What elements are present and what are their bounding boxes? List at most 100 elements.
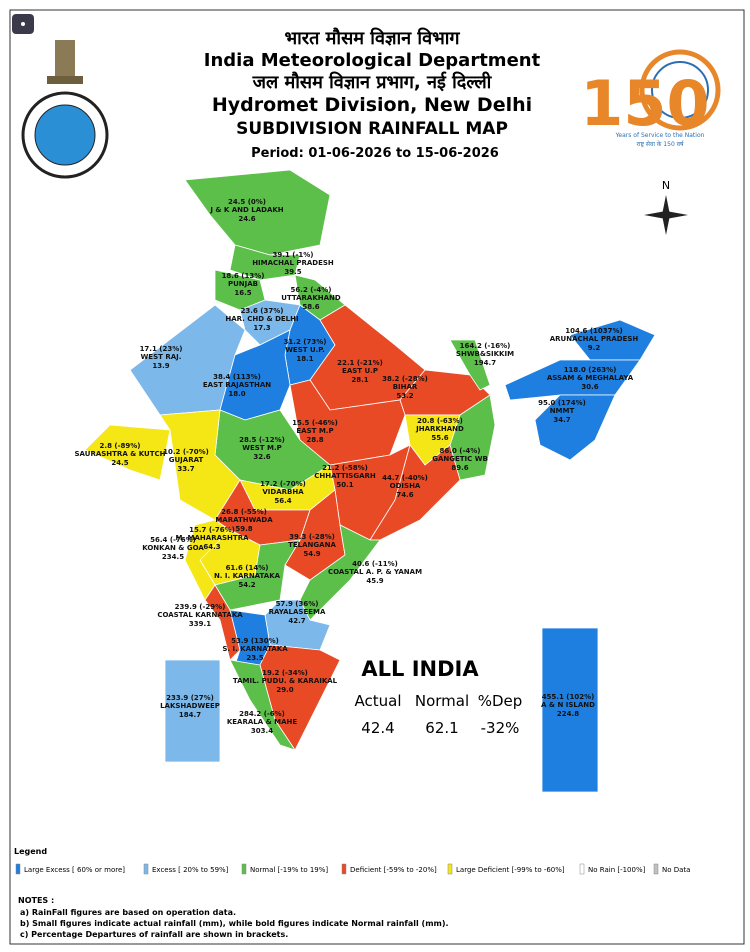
all-india-title: ALL INDIA bbox=[361, 657, 479, 681]
subdivision-normal: 39.5 bbox=[284, 268, 301, 276]
subdivision-normal: 29.0 bbox=[276, 686, 293, 694]
subdivision-area bbox=[164, 659, 221, 763]
subdivision-normal: 32.6 bbox=[253, 453, 270, 461]
subdivision-name: BIHAR bbox=[393, 383, 418, 391]
subdivision-actual: 61.6 (14%) bbox=[226, 564, 269, 572]
legend-swatch bbox=[653, 863, 659, 875]
subdivision-normal: 64.3 bbox=[203, 543, 220, 551]
subdivision-name: VIDARBHA bbox=[262, 488, 304, 496]
subdivision-actual: 86.0 (-4%) bbox=[440, 447, 481, 455]
notes: NOTES : a) RainFall figures are based on… bbox=[18, 896, 449, 939]
subdivision-normal: 28.8 bbox=[306, 436, 323, 444]
subdivision-name: EAST U.P bbox=[342, 367, 378, 375]
subdivision-normal: 89.6 bbox=[451, 464, 468, 472]
subdivision-normal: 24.5 bbox=[111, 459, 128, 467]
subdivision-normal: 339.1 bbox=[189, 620, 211, 628]
legend-swatch bbox=[241, 863, 247, 875]
subdivision-normal: 13.9 bbox=[152, 362, 169, 370]
subdivision-normal: 18.1 bbox=[296, 355, 313, 363]
all-india-header: Actual bbox=[355, 692, 402, 710]
all-india-box: ALL INDIA Actual 42.4 Normal 62.1 %Dep -32% bbox=[355, 657, 523, 737]
subdivision-name: TELANGANA bbox=[288, 541, 336, 549]
subdivision-actual: 44.7 (-40%) bbox=[382, 474, 428, 482]
legend-label: No Rain [-100%] bbox=[588, 866, 646, 874]
note: c) Percentage Departures of rainfall are… bbox=[20, 930, 288, 939]
legend-swatch bbox=[341, 863, 347, 875]
title: India Meteorological Department bbox=[204, 50, 541, 71]
subdivision-actual: 26.8 (-55%) bbox=[221, 508, 267, 516]
subdivision-normal: 54.2 bbox=[238, 581, 255, 589]
all-india-value: 42.4 bbox=[361, 719, 394, 737]
subdivision-normal: 58.6 bbox=[302, 303, 319, 311]
subdivision-normal: 59.8 bbox=[235, 525, 252, 533]
legend-label: Large Deficient [-99% to -60%] bbox=[456, 866, 565, 874]
subdivision-actual: 15.5 (-46%) bbox=[292, 419, 338, 427]
subdivision-actual: 10.2 (-70%) bbox=[163, 448, 209, 456]
subdivision-normal: 184.7 bbox=[179, 711, 201, 719]
subdivision-actual: 20.8 (-63%) bbox=[417, 417, 463, 425]
subdivision-name: A & N ISLAND bbox=[541, 701, 595, 709]
subdivision-actual: 17.2 (-70%) bbox=[260, 480, 306, 488]
map-title: SUBDIVISION RAINFALL MAP bbox=[236, 119, 508, 139]
subdivision-normal: 74.6 bbox=[396, 491, 413, 499]
subdivision-name: KEARALA & MAHE bbox=[227, 718, 298, 726]
subdivision-actual: 56.2 (-4%) bbox=[291, 286, 332, 294]
subdivision-name: ODISHA bbox=[390, 482, 421, 490]
subdivision-area bbox=[84, 424, 171, 481]
subdivision-normal: 194.7 bbox=[474, 359, 496, 367]
subdivision-name: GUJARAT bbox=[169, 456, 204, 464]
all-india-header: %Dep bbox=[478, 692, 523, 710]
subdivision-name: NMMT bbox=[550, 407, 575, 415]
subdivision-name: RAYALASEEMA bbox=[269, 608, 326, 616]
subdivision-actual: 38.4 (113%) bbox=[213, 373, 261, 381]
legend-swatch bbox=[143, 863, 149, 875]
frame bbox=[9, 9, 745, 945]
subdivision-name: SHWB&SIKKIM bbox=[456, 350, 514, 358]
subdivision-normal: 54.9 bbox=[303, 550, 320, 558]
subdivision-actual: 39.3 (-28%) bbox=[289, 533, 335, 541]
subdivision-normal: 24.6 bbox=[238, 215, 255, 223]
subdivision-name: COASTAL A. P. & YANAM bbox=[328, 568, 422, 576]
subdivision-name: COASTAL KARNATAKA bbox=[157, 611, 243, 619]
logo-number: 150 bbox=[580, 67, 709, 140]
subdivision-name: LAKSHADWEEP bbox=[160, 702, 220, 710]
subdivision-normal: 18.0 bbox=[228, 390, 245, 398]
subdivision-name: PUNJAB bbox=[228, 280, 258, 288]
subdivision-name: TAMIL. PUDU. & KARAIKAL bbox=[233, 677, 338, 685]
subdivision-normal: 9.2 bbox=[588, 344, 601, 352]
subdivision-name: WEST RAJ. bbox=[141, 353, 182, 361]
subdivision-actual: 95.0 (174%) bbox=[538, 399, 586, 407]
subdivision-name: MARATHWADA bbox=[215, 516, 273, 524]
subdivision-area bbox=[569, 319, 656, 361]
subdivision-name: UTTARAKHAND bbox=[281, 294, 341, 302]
subdivision-name: GANGETIC WB bbox=[432, 455, 488, 463]
subdivision-actual: 22.1 (-21%) bbox=[337, 359, 383, 367]
subdivision-normal: 23.5 bbox=[246, 654, 263, 662]
legend-label: No Data bbox=[662, 866, 690, 874]
subdivision-area bbox=[534, 394, 616, 461]
subdivision-name: WEST M.P bbox=[242, 444, 282, 452]
subdivision-actual: 17.1 (23%) bbox=[140, 345, 183, 353]
subdivision-actual: 24.5 (0%) bbox=[228, 198, 266, 206]
compass-label: N bbox=[662, 179, 670, 192]
subdivision-name: JHARKHAND bbox=[415, 425, 464, 433]
corner-icon bbox=[21, 22, 25, 26]
subdivision-actual: 31.2 (73%) bbox=[284, 338, 327, 346]
legend-title: Legend bbox=[14, 847, 47, 856]
map-regions bbox=[84, 169, 656, 793]
subdivision-area bbox=[184, 519, 231, 601]
note: a) RainFall figures are based on operati… bbox=[20, 908, 236, 917]
notes-title: NOTES : bbox=[18, 896, 54, 905]
subdivision-name: M. MAHARASHTRA bbox=[175, 534, 249, 542]
subdivision-actual: 239.9 (-29%) bbox=[175, 603, 226, 611]
period: Period: 01-06-2026 to 15-06-2026 bbox=[251, 146, 499, 161]
subdivision-normal: 234.5 bbox=[162, 553, 184, 561]
anniversary-logo bbox=[639, 49, 721, 131]
legend-swatch bbox=[447, 863, 453, 875]
legend-label: Excess [ 20% to 59%] bbox=[152, 866, 229, 874]
subdivision-actual: 21.2 (-58%) bbox=[322, 464, 368, 472]
subdivision-name: HIMACHAL PRADESH bbox=[252, 259, 334, 267]
subdivision-normal: 224.8 bbox=[557, 710, 579, 718]
